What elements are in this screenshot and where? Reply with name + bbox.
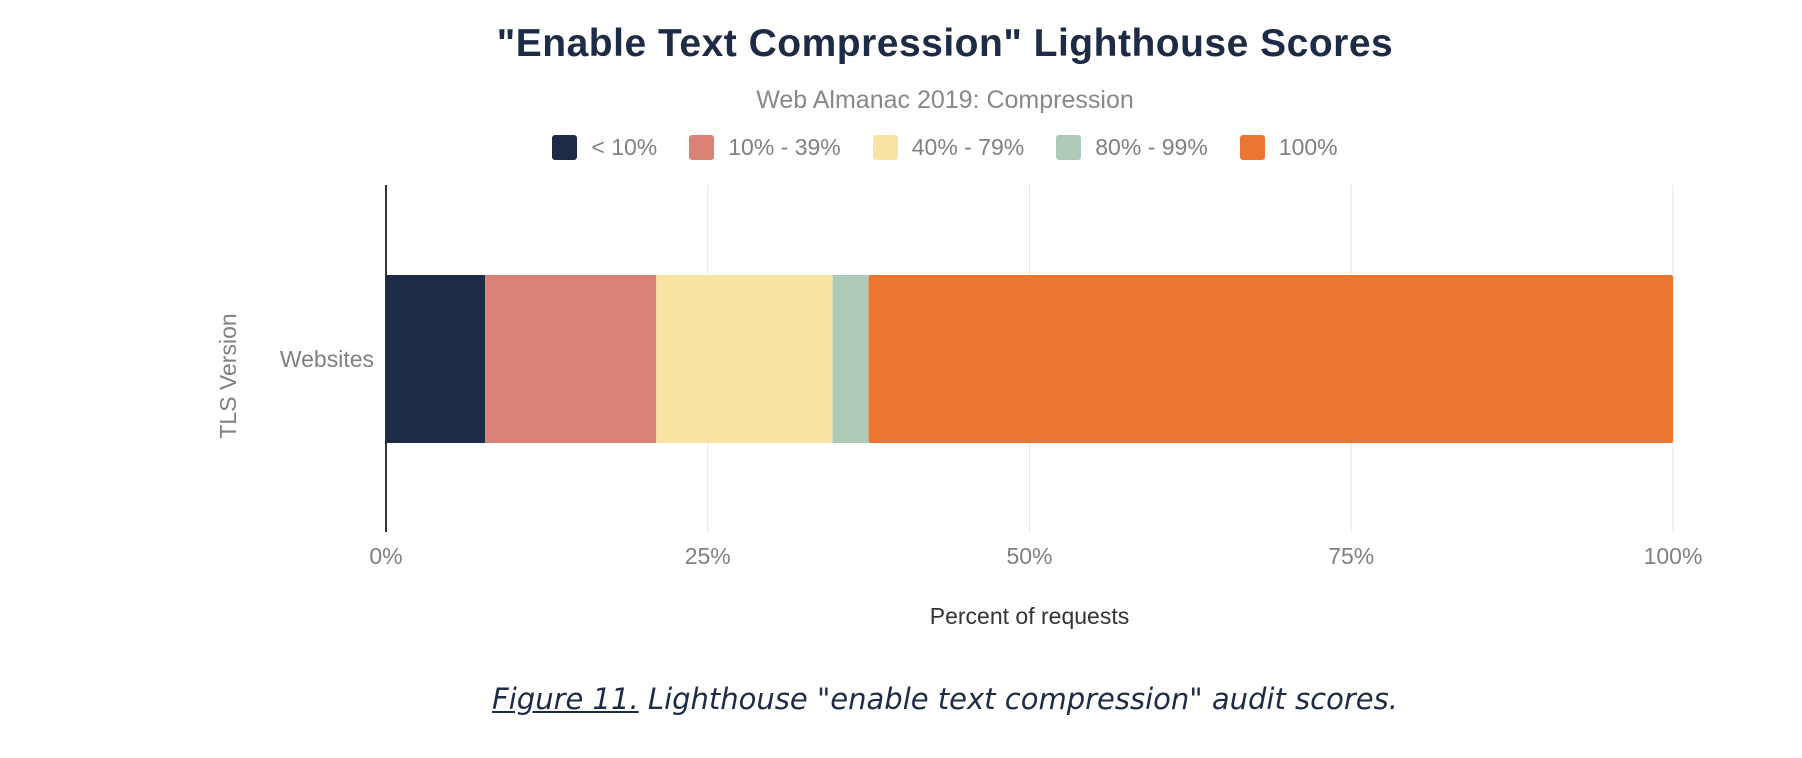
figure-number: Figure 11.	[492, 682, 639, 716]
legend-item[interactable]: 100%	[1239, 134, 1338, 161]
bar-segment	[832, 275, 869, 443]
x-tick-label: 25%	[685, 543, 731, 569]
x-tick-label: 100%	[1644, 543, 1703, 569]
bar-segment	[868, 275, 1673, 443]
legend-swatch	[689, 135, 715, 160]
legend-swatch	[1239, 135, 1265, 160]
bar-segment	[485, 275, 657, 443]
legend-item[interactable]: 40% - 79%	[872, 134, 1025, 161]
chart-subtitle: Web Almanac 2019: Compression	[756, 86, 1134, 114]
figure-caption-text: Lighthouse "enable text compression" aud…	[638, 682, 1398, 716]
chart-plot-area: 0% 25% 50% 75% 100% Websites Percent of reques…	[215, 185, 1703, 629]
bar-segment	[386, 275, 486, 443]
figure-caption: Figure 11. Lighthouse "enable text compr…	[0, 682, 1802, 716]
legend-item[interactable]: 10% - 39%	[689, 134, 841, 161]
legend-label: 10% - 39%	[728, 134, 841, 160]
bar-segment	[656, 275, 833, 443]
legend-item[interactable]: < 10%	[552, 134, 657, 161]
legend-swatch	[1056, 135, 1082, 160]
legend-label: 40% - 79%	[911, 134, 1025, 160]
legend-swatch	[872, 135, 898, 160]
legend-item[interactable]: 80% - 99%	[1056, 134, 1208, 161]
x-axis-label: Percent of requests	[930, 603, 1129, 629]
x-tick-label: 75%	[1328, 543, 1374, 569]
legend-swatch	[552, 135, 578, 160]
x-tick-label: 50%	[1006, 543, 1052, 569]
legend-label: 80% - 99%	[1095, 134, 1208, 160]
y-category-label: Websites	[280, 346, 374, 372]
legend-label: < 10%	[591, 134, 658, 160]
y-axis-label: TLS Version	[215, 313, 241, 438]
chart-title: "Enable Text Compression" Lighthouse Sco…	[496, 22, 1394, 65]
x-tick-label: 0%	[369, 543, 402, 569]
chart-legend: < 10% 10% - 39% 40% - 79% 80% - 99% 100%	[0, 134, 1802, 161]
chart: "Enable Text Compression" Lighthouse Sco…	[0, 22, 1802, 629]
legend-label: 100%	[1278, 134, 1338, 160]
